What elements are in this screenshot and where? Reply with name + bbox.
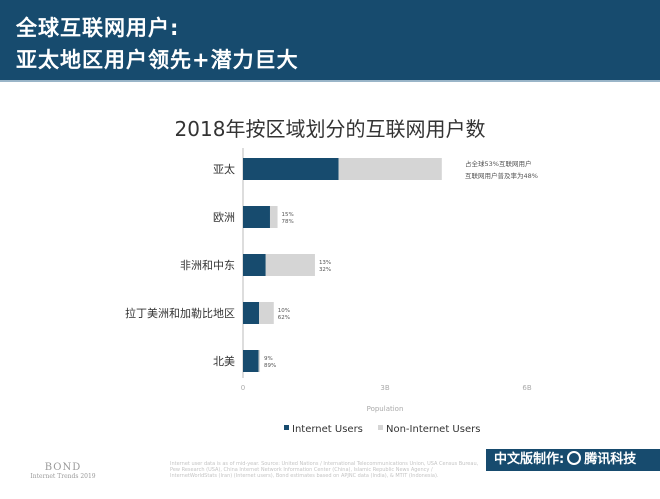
- bar-internet: [243, 254, 266, 276]
- bar-internet: [243, 350, 259, 372]
- header-title-line1: 全球互联网用户:: [16, 16, 180, 40]
- category-label: 北美: [213, 355, 235, 368]
- x-tick-label: 3B: [380, 384, 389, 392]
- producer-badge-prefix: 中文版制作:: [494, 452, 565, 467]
- tencent-logo-icon: [567, 451, 582, 465]
- header-title-line2: 亚太地区用户领先+潜力巨大: [16, 48, 299, 72]
- bond-subtitle: Internet Trends 2019: [30, 473, 96, 480]
- bar-internet: [243, 158, 339, 180]
- bar-data-label: 89%: [264, 363, 276, 369]
- legend-label: Internet Users: [292, 424, 363, 435]
- category-label: 拉丁美洲和加勒比地区: [125, 306, 235, 320]
- category-label: 非洲和中东: [180, 259, 235, 272]
- bar-data-label: 78%: [282, 219, 294, 225]
- x-axis-label: Population: [367, 405, 404, 413]
- category-label: 欧洲: [213, 211, 235, 224]
- producer-badge-brand: 腾讯科技: [584, 452, 637, 467]
- x-tick-label: 0: [241, 384, 245, 392]
- annotation-text: 占全球53%互联网用户: [465, 159, 531, 168]
- x-tick-label: 6B: [522, 384, 531, 392]
- bar-data-label: 13%: [319, 260, 331, 266]
- legend-label: Non-Internet Users: [386, 424, 480, 435]
- bar-data-label: 32%: [319, 267, 331, 273]
- annotation-text: 互联网用户普及率为48%: [465, 171, 538, 180]
- bar-non-internet: [265, 254, 315, 276]
- header-divider: [0, 80, 660, 82]
- header-banner: 全球互联网用户: 亚太地区用户领先+潜力巨大: [0, 0, 660, 82]
- bar-data-label: 10%: [278, 308, 290, 314]
- producer-badge: 中文版制作: 腾讯科技: [486, 449, 660, 471]
- bar-data-label: 62%: [278, 315, 290, 321]
- bar-internet: [243, 206, 270, 228]
- bar-non-internet: [258, 350, 261, 372]
- bar-non-internet: [338, 158, 442, 180]
- bar-non-internet: [259, 302, 274, 324]
- source-note: Internet user data is as of mid-year. So…: [170, 461, 479, 479]
- category-label: 亚太: [213, 163, 235, 176]
- bar-non-internet: [269, 206, 278, 228]
- legend-swatch: [378, 425, 383, 430]
- bond-logo: BOND Internet Trends 2019: [28, 462, 98, 481]
- chart-title: 2018年按区域划分的互联网用户数: [174, 117, 486, 141]
- bar-internet: [243, 302, 260, 324]
- legend-swatch: [284, 425, 289, 430]
- bar-data-label: 9%: [264, 356, 273, 362]
- bar-data-label: 15%: [282, 212, 294, 218]
- bond-name: BOND: [44, 462, 82, 473]
